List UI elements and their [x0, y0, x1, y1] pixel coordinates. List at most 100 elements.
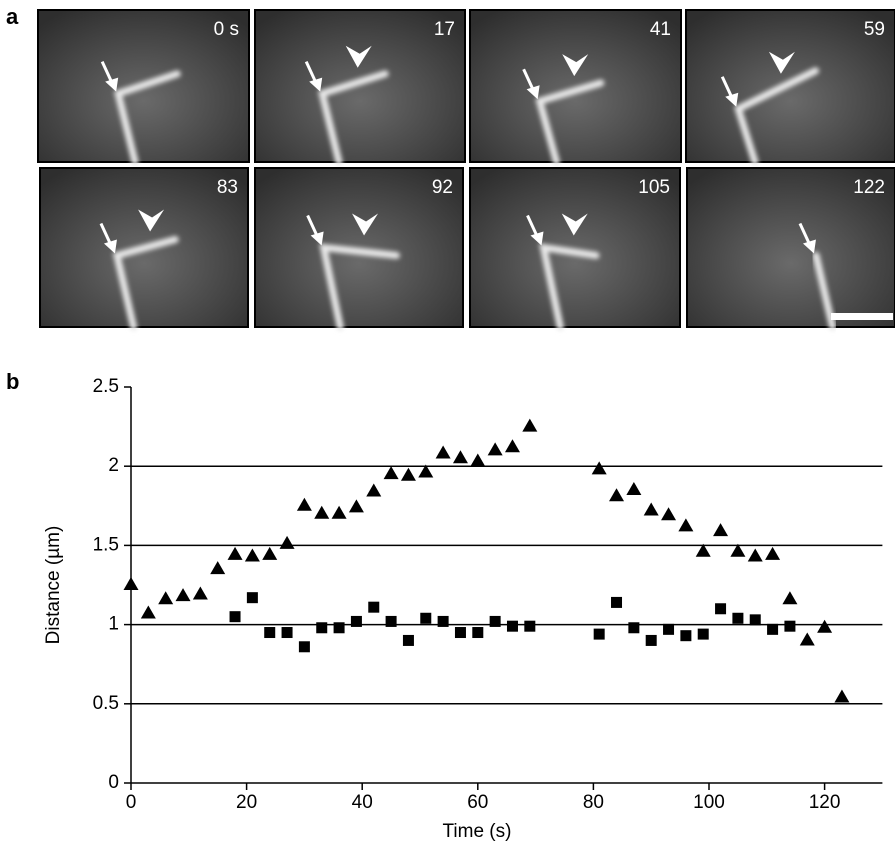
- triangle-point: [626, 481, 642, 495]
- square-point: [385, 615, 397, 627]
- triangle-point: [366, 483, 382, 497]
- x-tick-label: 20: [236, 792, 257, 813]
- x-tick-label: 120: [809, 792, 841, 813]
- square-point: [715, 603, 727, 615]
- square-point: [628, 622, 640, 634]
- triangle-point: [192, 586, 208, 600]
- arrow-head: [530, 231, 544, 246]
- x-tick-label: 60: [467, 792, 488, 813]
- y-tick-label: 2: [108, 455, 119, 476]
- square-point: [732, 612, 744, 624]
- square-point: [420, 612, 432, 624]
- frame-label: 41: [650, 19, 671, 40]
- triangle-point: [123, 577, 139, 590]
- image-frame: 122: [686, 167, 895, 331]
- square-point: [264, 627, 276, 639]
- arrowhead-marker: [561, 213, 588, 236]
- frame-label: 83: [217, 177, 238, 198]
- square-point: [333, 622, 345, 634]
- triangle-point: [834, 689, 850, 703]
- arrow-head: [105, 77, 119, 92]
- triangle-point: [140, 605, 156, 619]
- frame-label: 0 s: [214, 19, 239, 40]
- x-axis-label: Time (s): [443, 821, 512, 842]
- square-point: [784, 620, 796, 632]
- arrowhead-marker: [562, 54, 589, 77]
- arrow-head: [309, 77, 323, 92]
- filament: [535, 79, 605, 166]
- image-background: [686, 167, 895, 328]
- panel-label: b: [6, 369, 19, 394]
- triangle-point: [331, 505, 347, 519]
- square-point: [402, 634, 414, 646]
- arrow-head: [103, 239, 117, 254]
- panel-label: a: [6, 4, 19, 29]
- y-tick-label: 0.5: [93, 693, 119, 714]
- filament: [114, 70, 181, 166]
- triangle-point: [175, 588, 191, 602]
- arrowhead-marker: [768, 51, 795, 74]
- image-frame: 0 s: [37, 9, 250, 166]
- arrow-head: [310, 231, 324, 246]
- filament: [812, 251, 837, 331]
- triangle-point: [244, 548, 260, 562]
- frame-label: 17: [434, 19, 455, 40]
- triangle-point: [661, 507, 677, 521]
- frame-label: 122: [853, 177, 885, 198]
- triangle-point: [435, 445, 451, 459]
- image-frame: 83: [39, 167, 249, 331]
- triangle-point: [782, 591, 798, 605]
- triangle-point: [383, 466, 399, 480]
- triangle-point: [296, 497, 312, 511]
- filament: [539, 243, 600, 331]
- arrowhead-marker: [352, 213, 379, 236]
- filament: [319, 243, 400, 331]
- image-frame: 92: [254, 167, 464, 331]
- arrowhead-marker: [345, 45, 372, 68]
- square-point: [489, 615, 501, 627]
- triangle-point: [504, 439, 520, 453]
- x-tick-label: 0: [126, 792, 137, 813]
- triangle-point: [158, 591, 174, 605]
- image-background: [469, 9, 682, 163]
- y-axis-label: Distance (µm): [43, 526, 64, 645]
- square-point: [281, 627, 293, 639]
- triangle-point: [609, 488, 625, 502]
- filament: [112, 236, 179, 331]
- square-point: [229, 611, 241, 623]
- image-frame: 17: [254, 9, 466, 166]
- image-frame: 41: [469, 9, 682, 166]
- filament: [734, 67, 820, 166]
- triangle-point: [591, 461, 607, 475]
- triangle-point: [730, 543, 746, 557]
- square-point: [350, 615, 362, 627]
- triangle-point: [348, 499, 364, 513]
- image-strip: 0 s 17 41 59 83 92 105 122: [37, 9, 895, 331]
- image-background: [254, 167, 464, 328]
- triangle-point: [487, 442, 503, 456]
- x-tick-label: 40: [352, 792, 373, 813]
- triangle-point: [452, 450, 468, 464]
- image-frame: 59: [685, 9, 895, 166]
- triangle-point: [470, 453, 486, 467]
- square-point: [645, 634, 657, 646]
- square-point: [593, 628, 605, 640]
- square-point: [316, 622, 328, 634]
- x-tick-label: 100: [693, 792, 725, 813]
- filament: [318, 70, 389, 166]
- triangle-point: [747, 548, 763, 562]
- scale-bar: [831, 313, 893, 320]
- square-point: [663, 623, 675, 635]
- triangle-point: [765, 546, 781, 560]
- square-point: [246, 592, 258, 604]
- triangle-point: [799, 632, 815, 646]
- arrowhead-marker: [138, 209, 165, 232]
- y-tick-label: 1: [108, 614, 119, 635]
- triangle-point: [817, 619, 833, 633]
- image-frame: 105: [469, 167, 681, 331]
- y-tick-label: 0: [108, 772, 119, 793]
- x-tick-label: 80: [583, 792, 604, 813]
- square-point: [472, 627, 484, 639]
- triangle-point: [522, 418, 538, 432]
- triangle-point: [279, 535, 295, 549]
